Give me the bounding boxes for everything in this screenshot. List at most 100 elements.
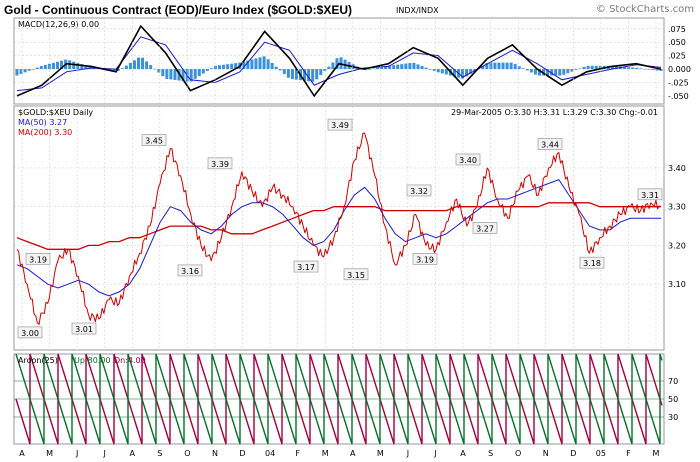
macd-hist-bar	[60, 60, 64, 70]
macd-hist-bar	[436, 69, 440, 73]
price-y-tick: 3.30	[668, 203, 686, 212]
annotation-box	[293, 260, 319, 273]
annotation-label: 3.27	[476, 224, 494, 233]
macd-hist-bar	[132, 60, 136, 70]
annotation-label: 3.40	[459, 156, 477, 165]
macd-hist-bar	[493, 62, 497, 70]
macd-hist-bar	[43, 64, 47, 70]
macd-hist-bar	[521, 68, 525, 70]
price-y-tick: 3.20	[668, 241, 686, 250]
macd-hist-bar	[367, 69, 371, 70]
x-axis-label: J	[103, 449, 106, 458]
macd-hist-bar	[635, 67, 639, 70]
price-annotation: 3.17	[293, 260, 319, 273]
x-axis-label: 05	[596, 449, 606, 458]
macd-hist-bar	[161, 69, 165, 77]
annotation-label: 3.00	[21, 329, 39, 338]
macd-hist-bar	[570, 69, 574, 72]
annotation-box	[537, 138, 563, 150]
macd-hist-bar	[19, 69, 23, 74]
macd-hist-bar	[655, 69, 659, 71]
macd-hist-bar	[254, 58, 258, 70]
macd-hist-bar	[396, 64, 400, 70]
macd-hist-bar	[51, 62, 55, 70]
annotation-box	[579, 256, 605, 269]
price-annotation: 3.19	[412, 253, 438, 265]
macd-hist-bar	[578, 68, 582, 70]
macd-hist-bar	[189, 69, 193, 82]
macd-hist-bar	[258, 57, 262, 70]
macd-hist-bar	[311, 69, 315, 82]
macd-hist-bar	[335, 58, 339, 70]
price-annotation: 3.18	[579, 256, 605, 269]
macd-hist-bar	[218, 65, 222, 70]
annotation-box	[71, 322, 97, 335]
macd-y-tick: .025	[668, 52, 686, 61]
ma50-legend: MA(50) 3.27	[18, 118, 67, 127]
macd-line	[16, 24, 662, 98]
macd-hist-bar	[286, 69, 290, 78]
macd-hist-bar	[205, 69, 209, 71]
macd-hist-bar	[647, 69, 651, 70]
macd-hist-bar	[27, 69, 31, 71]
annotation-box	[343, 268, 369, 281]
macd-hist-bar	[432, 69, 436, 71]
macd-hist-bar	[266, 59, 270, 70]
annotation-label: 3.18	[583, 259, 601, 268]
macd-hist-bar	[274, 66, 278, 70]
annotation-label: 3.44	[541, 140, 559, 149]
macd-hist-bar	[400, 64, 404, 70]
macd-hist-bar	[327, 66, 331, 70]
macd-hist-bar	[39, 66, 43, 70]
macd-hist-bar	[193, 69, 197, 79]
macd-hist-bar	[562, 69, 566, 75]
annotation-box	[327, 118, 353, 131]
annotation-label: 3.39	[211, 160, 229, 169]
macd-hist-bar	[222, 64, 226, 70]
macd-hist-bar	[590, 65, 594, 70]
macd-hist-bar	[533, 69, 537, 75]
annotation-label: 3.32	[410, 187, 428, 196]
macd-hist-bar	[420, 66, 424, 70]
macd-hist-bar	[481, 65, 485, 70]
macd-hist-bar	[566, 69, 570, 74]
price-annotation: 3.16	[177, 264, 203, 277]
macd-hist-bar	[201, 69, 205, 74]
macd-hist-bar	[469, 69, 473, 74]
macd-hist-bar	[550, 69, 554, 76]
price-annotation: 3.49	[327, 118, 353, 131]
macd-hist-bar	[294, 69, 298, 80]
macd-hist-bar	[513, 64, 517, 70]
chart-title: Gold - Continuous Contract (EOD)/Euro In…	[4, 3, 352, 17]
macd-hist-bar	[404, 63, 408, 70]
macd-y-tick: 0.000	[668, 65, 691, 74]
macd-hist-bar	[505, 62, 509, 70]
macd-hist-bar	[278, 69, 282, 71]
annotation-box	[207, 157, 233, 170]
price-y-tick: 3.10	[668, 280, 686, 289]
annotation-label: 3.16	[181, 267, 199, 276]
x-axis-label: O	[184, 449, 190, 458]
price-annotation: 3.15	[343, 268, 369, 281]
macd-hist-bar	[141, 57, 145, 70]
macd-hist-bar	[408, 63, 412, 70]
macd-hist-bar	[137, 57, 141, 70]
annotation-label: 3.15	[347, 271, 365, 280]
macd-hist-bar	[72, 61, 76, 70]
annotation-box	[177, 264, 203, 277]
macd-hist-bar	[497, 62, 501, 70]
price-line	[16, 132, 662, 325]
macd-hist-bar	[76, 62, 80, 70]
ma200-line	[16, 202, 661, 250]
price-annotations: 3.00 3.19 3.01 3.45 3.16 3.39 3.17 3.49 3.15 3.19…	[17, 118, 663, 339]
x-axis-label: M	[322, 449, 329, 458]
macd-hist-bar	[331, 62, 335, 70]
macd-hist-bar	[380, 67, 384, 70]
macd-hist-bar	[371, 68, 375, 70]
macd-hist-bar	[525, 69, 529, 71]
aroon-legend-label: Aroon(25)	[18, 356, 58, 365]
macd-hist-bar	[537, 69, 541, 76]
macd-hist-bar	[197, 69, 201, 77]
x-axis-label: A	[350, 449, 356, 458]
x-axis-label: A	[19, 449, 25, 458]
